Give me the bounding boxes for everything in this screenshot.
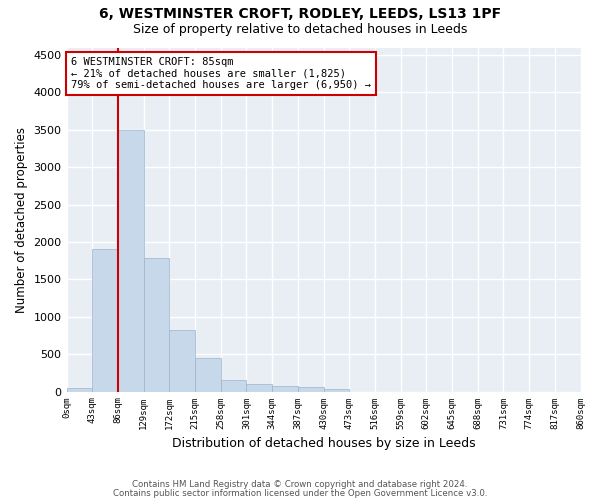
Bar [92,250,118,392]
Bar [298,388,323,392]
Text: 6 WESTMINSTER CROFT: 85sqm
← 21% of detached houses are smaller (1,825)
79% of s: 6 WESTMINSTER CROFT: 85sqm ← 21% of deta… [71,57,371,90]
X-axis label: Distribution of detached houses by size in Leeds: Distribution of detached houses by size … [172,437,475,450]
Bar [169,330,195,392]
Bar [323,388,349,392]
Bar [67,388,92,392]
Bar [195,358,221,392]
Text: Contains public sector information licensed under the Open Government Licence v3: Contains public sector information licen… [113,488,487,498]
Bar [272,386,298,392]
Text: 6, WESTMINSTER CROFT, RODLEY, LEEDS, LS13 1PF: 6, WESTMINSTER CROFT, RODLEY, LEEDS, LS1… [99,8,501,22]
Y-axis label: Number of detached properties: Number of detached properties [15,126,28,312]
Bar [221,380,247,392]
Text: Contains HM Land Registry data © Crown copyright and database right 2024.: Contains HM Land Registry data © Crown c… [132,480,468,489]
Bar [247,384,272,392]
Text: Size of property relative to detached houses in Leeds: Size of property relative to detached ho… [133,22,467,36]
Bar [143,258,169,392]
Bar [118,130,143,392]
